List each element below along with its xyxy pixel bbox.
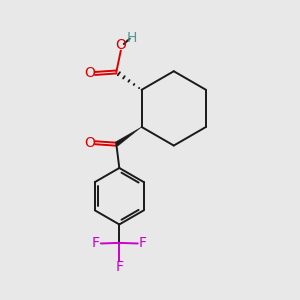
Text: O: O — [84, 136, 95, 150]
Text: F: F — [139, 236, 147, 250]
Text: H: H — [127, 31, 137, 44]
Text: F: F — [92, 236, 100, 250]
Text: O: O — [115, 38, 126, 52]
Text: O: O — [84, 67, 95, 80]
Polygon shape — [115, 127, 142, 146]
Text: F: F — [115, 260, 123, 274]
